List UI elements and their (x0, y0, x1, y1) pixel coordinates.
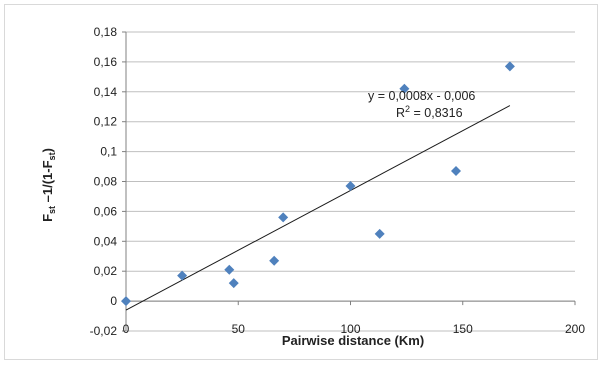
data-points (121, 61, 515, 307)
x-tick-label: 200 (565, 322, 585, 336)
data-point (269, 255, 280, 266)
x-tick-label: 0 (123, 322, 130, 336)
r-squared-label: R2 = 0,8316 (396, 104, 463, 120)
y-tick-labels: -0,02 0 0,02 0,04 0,06 0,08 0,1 0,12 0,14 0,16 0,1… (90, 25, 118, 338)
y-tick-label: 0,08 (94, 175, 118, 189)
data-point (177, 270, 188, 281)
y-tick-label: 0,1 (100, 145, 117, 159)
x-tick-label: 100 (340, 322, 360, 336)
y-tick-label: -0,02 (90, 324, 118, 338)
y-tick-label: 0,14 (94, 85, 118, 99)
data-point (374, 228, 385, 239)
data-point (121, 296, 131, 307)
y-tick-label: 0,12 (94, 115, 118, 129)
x-tick-label: 50 (232, 322, 246, 336)
x-tick-label: 150 (453, 322, 473, 336)
y-axis-title: Fst –1/(1-Fst) (40, 148, 57, 222)
y-tick-label: 0,16 (94, 55, 118, 69)
data-point (228, 278, 239, 289)
y-tick-label: 0,04 (94, 234, 118, 248)
data-point (345, 180, 356, 191)
data-point (504, 61, 515, 72)
data-point (451, 166, 462, 177)
x-axis-title: Pairwise distance (Km) (282, 333, 424, 348)
y-tick-label: 0,18 (94, 25, 118, 39)
y-tick-label: 0,06 (94, 204, 118, 218)
data-point (399, 83, 410, 94)
y-tick-label: 0,02 (94, 264, 118, 278)
x-tick-labels: 0 50 100 150 200 (123, 322, 586, 336)
data-point (224, 264, 235, 275)
scatter-chart: -0,02 0 0,02 0,04 0,06 0,08 0,1 0,12 0,14 0,16 0,1… (40, 25, 586, 348)
y-tick-label: 0 (110, 294, 117, 308)
chart-frame: -0,02 0 0,02 0,04 0,06 0,08 0,1 0,12 0,14 0,16 0,1… (4, 4, 598, 360)
trendline-equation: y = 0,0008x - 0,006 (368, 89, 475, 103)
trendline (125, 105, 511, 311)
data-point (278, 212, 289, 223)
